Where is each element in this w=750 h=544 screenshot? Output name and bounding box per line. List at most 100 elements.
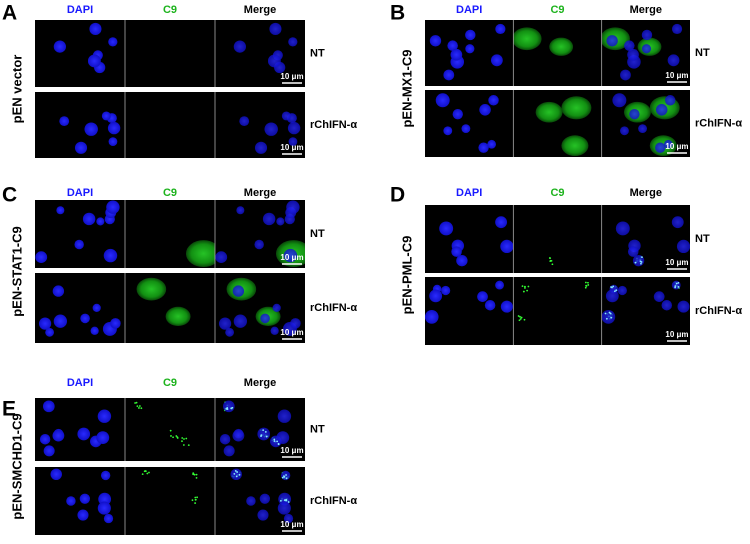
merge-dot: [273, 440, 276, 443]
nucleus: [629, 109, 640, 120]
micrograph: 10 μm: [601, 205, 691, 273]
micrograph-content: [35, 467, 125, 535]
scale-bar-label: 10 μm: [280, 520, 303, 529]
micrograph-bg: [125, 467, 215, 535]
merge-dot: [273, 438, 276, 441]
nucleus: [452, 109, 463, 120]
nucleus: [230, 468, 242, 481]
micrograph-content: [35, 20, 125, 87]
nucleus: [222, 400, 235, 413]
merge-dot: [641, 256, 643, 259]
merge-dot: [235, 475, 238, 478]
merge-dot: [279, 499, 282, 502]
nucleus: [287, 121, 301, 135]
micrograph: [35, 467, 125, 535]
green-cell: [561, 96, 592, 120]
nucleus: [435, 93, 450, 108]
green-cell: [136, 277, 167, 301]
nucleus: [233, 40, 247, 53]
nucleus: [239, 116, 250, 127]
nucleus: [288, 37, 298, 47]
nucleus: [77, 427, 91, 441]
micrograph-bg: [35, 20, 125, 87]
nucleus: [290, 318, 301, 329]
green-dot: [176, 437, 179, 439]
green-dot: [587, 281, 589, 284]
nucleus: [53, 40, 67, 53]
nucleus: [283, 513, 294, 524]
nucleus: [664, 95, 676, 106]
nucleus: [89, 22, 102, 36]
green-dot: [523, 318, 526, 321]
green-cell: [185, 240, 215, 268]
column-header: Merge: [244, 187, 276, 199]
micrograph-content: [425, 277, 514, 345]
nucleus: [35, 251, 48, 264]
nucleus: [82, 212, 96, 226]
green-cell: [513, 27, 542, 51]
merge-dot: [611, 286, 613, 289]
nucleus: [612, 93, 627, 108]
nucleus: [620, 126, 629, 136]
merge-dot: [677, 286, 680, 288]
nucleus: [97, 409, 112, 423]
nucleus: [439, 221, 454, 236]
nucleus: [663, 139, 673, 149]
nucleus: [97, 501, 111, 515]
merge-dot: [613, 290, 616, 293]
green-dot: [522, 290, 525, 293]
nucleus: [627, 246, 639, 257]
green-dot: [524, 285, 526, 288]
micrograph-content: [601, 205, 691, 273]
nucleus: [443, 69, 455, 81]
green-dot: [141, 473, 144, 476]
green-dot: [518, 319, 521, 322]
nucleus: [617, 285, 627, 296]
nucleus: [110, 318, 121, 329]
micrograph-content: [35, 273, 125, 343]
micrograph: [124, 467, 215, 535]
nucleus: [624, 40, 635, 51]
micrograph-content: [601, 277, 690, 345]
micrograph: [35, 273, 125, 343]
nucleus: [108, 137, 118, 146]
column-header: Merge: [244, 377, 276, 389]
nucleus: [500, 300, 513, 313]
green-dot: [196, 496, 198, 499]
merge-dot: [285, 477, 288, 480]
nucleus: [465, 29, 476, 41]
micrograph-content: [215, 273, 305, 343]
construct-label: pEN-MX1-C9: [399, 49, 414, 127]
micrograph-content: [125, 398, 215, 461]
nucleus: [495, 23, 506, 35]
micrograph-bg: [35, 467, 125, 535]
micrograph-content: [125, 20, 215, 87]
green-dot: [527, 285, 530, 288]
nucleus: [53, 314, 68, 328]
nucleus: [477, 291, 488, 302]
micrograph-content: [425, 90, 514, 157]
nucleus: [52, 285, 65, 297]
micrograph: 10 μm: [601, 20, 690, 86]
nucleus: [42, 400, 55, 413]
nucleus: [269, 22, 282, 36]
nucleus: [56, 206, 65, 215]
nucleus: [59, 116, 70, 127]
nucleus: [96, 217, 105, 226]
nucleus: [425, 310, 439, 324]
merge-dot: [639, 260, 642, 263]
column-header: DAPI: [67, 377, 93, 389]
nucleus: [215, 251, 228, 264]
merge-dot: [634, 261, 637, 264]
nucleus: [627, 48, 639, 61]
row-label: rChIFN-α: [695, 305, 742, 317]
micrograph: [425, 205, 514, 273]
merge-dot: [609, 312, 612, 315]
nucleus: [232, 429, 245, 442]
green-dot: [526, 289, 529, 292]
micrograph: [35, 20, 125, 87]
micrograph-content: [513, 20, 602, 86]
nucleus: [671, 216, 684, 229]
micrograph-content: [215, 20, 305, 87]
nucleus: [478, 142, 489, 153]
